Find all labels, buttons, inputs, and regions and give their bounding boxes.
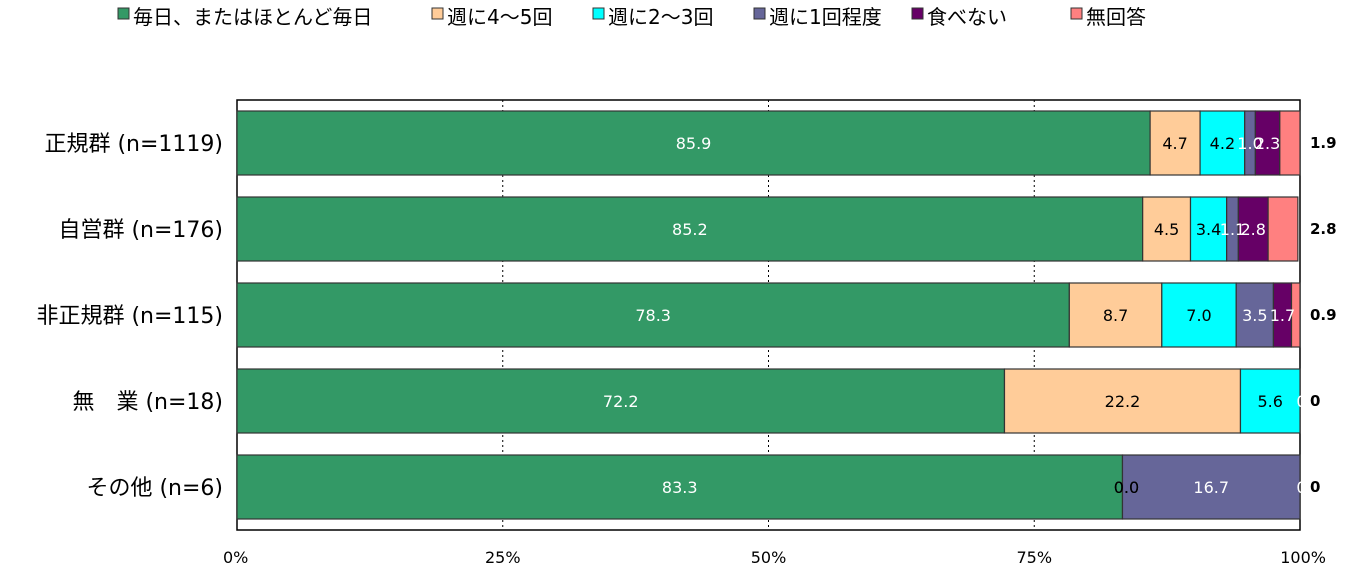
bars [236, 110, 1301, 520]
data-label-4-2: 0.0 [1114, 478, 1139, 497]
bar-1-2 [1189, 196, 1228, 262]
data-labels: 85.9 4.7 4.2 1.02.3 1.985.2 4.5 3.41.12.8 2.878… [603, 134, 1337, 497]
data-label-0-3: 1.0 [1237, 134, 1262, 153]
category-label-3: 無 業 (n=18) [72, 390, 223, 415]
data-label-4-4: 0. [1296, 478, 1311, 497]
data-label-0-4: 2.3 [1255, 134, 1280, 153]
bar-4-3 [1121, 454, 1301, 520]
legend-swatch-0 [117, 7, 130, 20]
data-label-4-0: 83.3 [662, 478, 698, 497]
bar-2-1 [1068, 282, 1163, 348]
data-label-1-2: 3.4 [1196, 220, 1221, 239]
data-label-1-5: 2.8 [1310, 220, 1337, 238]
category-label-2: 非正規群 (n=115) [36, 304, 223, 329]
bar-3-0 [236, 368, 1006, 434]
x-tick-label-3: 75% [1016, 548, 1052, 567]
bar-1-4 [1237, 196, 1269, 262]
data-label-2-3: 3.5 [1242, 306, 1267, 325]
data-label-2-0: 78.3 [635, 306, 671, 325]
legend-label-3: 週に1回程度 [769, 5, 882, 29]
data-label-2-2: 7.0 [1186, 306, 1211, 325]
bar-0-2 [1199, 110, 1246, 176]
data-label-2-5: 0.9 [1310, 306, 1337, 324]
legend-label-1: 週に4～5回 [447, 5, 552, 29]
bar-2-2 [1161, 282, 1237, 348]
data-label-0-1: 4.7 [1162, 134, 1187, 153]
x-tick-label-4: 100% [1280, 548, 1326, 567]
category-labels: 正規群 (n=1119) 自営群 (n=176) 非正規群 (n=115) 無 業 (… [36, 132, 223, 501]
data-label-0-5: 1.9 [1310, 134, 1337, 152]
legend-label-5: 無回答 [1086, 5, 1146, 29]
x-tick-label-1: 25% [485, 548, 521, 567]
legend-label-0: 毎日、またはほとんど毎日 [133, 5, 372, 29]
data-label-2-1: 8.7 [1103, 306, 1128, 325]
legend-swatch-1 [431, 7, 444, 20]
bar-2-3 [1235, 282, 1275, 348]
data-label-2-4: 1.7 [1270, 306, 1295, 325]
data-label-3-2: 5.6 [1258, 392, 1283, 411]
data-label-3-0: 72.2 [603, 392, 639, 411]
data-label-1-1: 4.5 [1154, 220, 1179, 239]
bar-0-0 [236, 110, 1151, 176]
legend: 毎日、またはほとんど毎日 週に4～5回 週に2～3回 週に1回程度 食べない 無回答 [117, 5, 1146, 29]
data-label-3-3: 0. [1296, 392, 1311, 411]
data-label-4-1: 0.0 [1114, 478, 1139, 497]
data-label-0-2: 4.2 [1210, 134, 1235, 153]
bar-4-0 [236, 454, 1124, 520]
x-tick-label-2: 50% [751, 548, 787, 567]
bar-1-0 [236, 196, 1144, 262]
x-axis: 0% 25% 50% 75% 100% [223, 548, 1326, 567]
legend-swatch-2 [592, 7, 605, 20]
bar-2-5 [1290, 282, 1301, 348]
data-label-1-0: 85.2 [672, 220, 708, 239]
x-tick-label-0: 0% [223, 548, 248, 567]
category-label-4: その他 (n=6) [86, 476, 223, 501]
data-label-4-3: 16.7 [1193, 478, 1229, 497]
legend-swatch-4 [911, 7, 924, 20]
bar-3-1 [1003, 368, 1242, 434]
data-label-3-5: 0 [1310, 392, 1320, 410]
data-label-0-0: 85.9 [676, 134, 712, 153]
bar-3-2 [1239, 368, 1301, 434]
legend-swatch-5 [1070, 7, 1083, 20]
legend-label-2: 週に2～3回 [608, 5, 713, 29]
bar-1-5 [1267, 196, 1299, 262]
data-label-4-5: 0 [1310, 478, 1320, 496]
category-label-0: 正規群 (n=1119) [44, 132, 223, 157]
data-label-1-4: 2.8 [1241, 220, 1266, 239]
legend-label-4: 食べない [927, 5, 1007, 29]
bar-0-5 [1279, 110, 1301, 176]
legend-swatch-3 [753, 7, 766, 20]
data-label-3-1: 22.2 [1105, 392, 1141, 411]
category-label-1: 自営群 (n=176) [58, 218, 223, 243]
data-label-1-3: 1.1 [1220, 220, 1245, 239]
